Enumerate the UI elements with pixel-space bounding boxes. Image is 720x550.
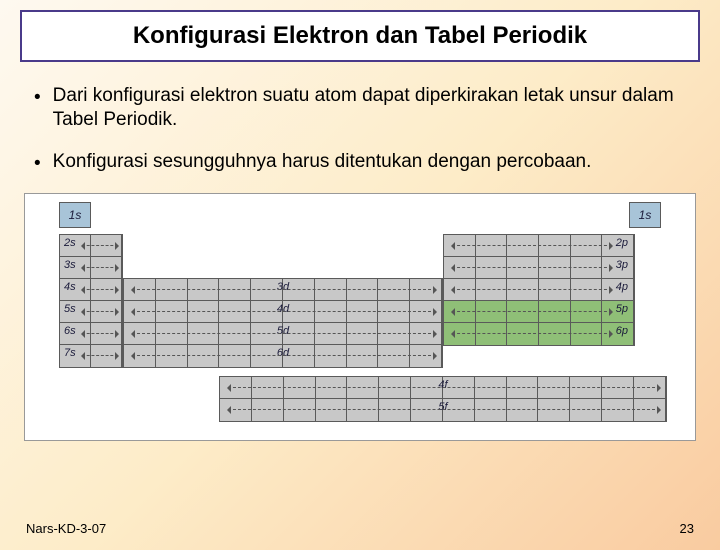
periodic-table-diagram: 1s 1s 2s3s4s5s6s7s 3d4d5d6d 2p3p4p5p6p 4… [24, 193, 696, 441]
bullet-dot-icon: • [34, 86, 41, 132]
s-block: 2s3s4s5s6s7s [59, 234, 123, 368]
bullet-text: Konfigurasi sesungguhnya harus ditentuka… [53, 150, 592, 176]
page-title: Konfigurasi Elektron dan Tabel Periodik [30, 22, 690, 50]
bullet-list: • Dari konfigurasi elektron suatu atom d… [34, 84, 686, 175]
footer-code: Nars-KD-3-07 [26, 521, 106, 536]
bullet-dot-icon: • [34, 152, 41, 176]
bullet-item: • Konfigurasi sesungguhnya harus ditentu… [34, 150, 686, 176]
cell-1s-left: 1s [59, 202, 91, 228]
bullet-text: Dari konfigurasi elektron suatu atom dap… [53, 84, 686, 132]
bullet-item: • Dari konfigurasi elektron suatu atom d… [34, 84, 686, 132]
page-number: 23 [680, 521, 694, 536]
d-block: 3d4d5d6d [123, 278, 443, 368]
p-block: 2p3p4p5p6p [443, 234, 635, 346]
cell-1s-right: 1s [629, 202, 661, 228]
f-block: 4f5f [219, 376, 667, 422]
title-box: Konfigurasi Elektron dan Tabel Periodik [20, 10, 700, 62]
